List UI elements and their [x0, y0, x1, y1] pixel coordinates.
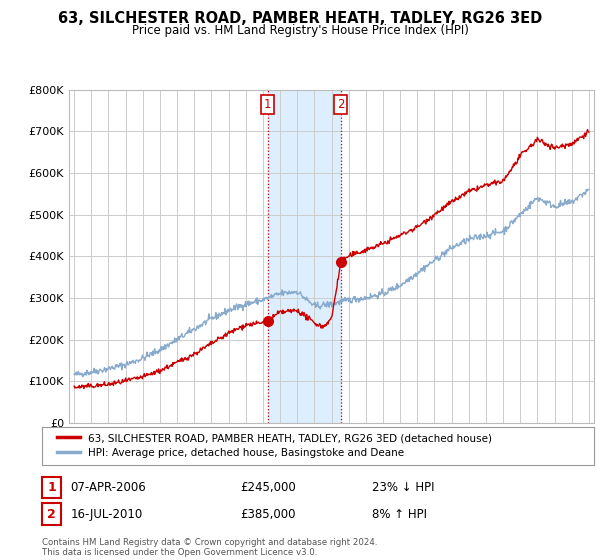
Text: Price paid vs. HM Land Registry's House Price Index (HPI): Price paid vs. HM Land Registry's House …: [131, 24, 469, 36]
Bar: [268, 90, 341, 423]
Text: 2: 2: [337, 98, 344, 111]
Text: £385,000: £385,000: [240, 507, 296, 521]
Text: 2: 2: [47, 507, 56, 521]
Text: 1: 1: [47, 480, 56, 494]
Text: 63, SILCHESTER ROAD, PAMBER HEATH, TADLEY, RG26 3ED: 63, SILCHESTER ROAD, PAMBER HEATH, TADLE…: [58, 11, 542, 26]
Text: Contains HM Land Registry data © Crown copyright and database right 2024.
This d: Contains HM Land Registry data © Crown c…: [42, 538, 377, 557]
Text: 8% ↑ HPI: 8% ↑ HPI: [372, 507, 427, 521]
Text: 1: 1: [264, 98, 271, 111]
Legend: 63, SILCHESTER ROAD, PAMBER HEATH, TADLEY, RG26 3ED (detached house), HPI: Avera: 63, SILCHESTER ROAD, PAMBER HEATH, TADLE…: [53, 429, 496, 463]
Text: 23% ↓ HPI: 23% ↓ HPI: [372, 480, 434, 494]
Text: 07-APR-2006: 07-APR-2006: [70, 480, 146, 494]
Text: 16-JUL-2010: 16-JUL-2010: [70, 507, 142, 521]
Text: £245,000: £245,000: [240, 480, 296, 494]
